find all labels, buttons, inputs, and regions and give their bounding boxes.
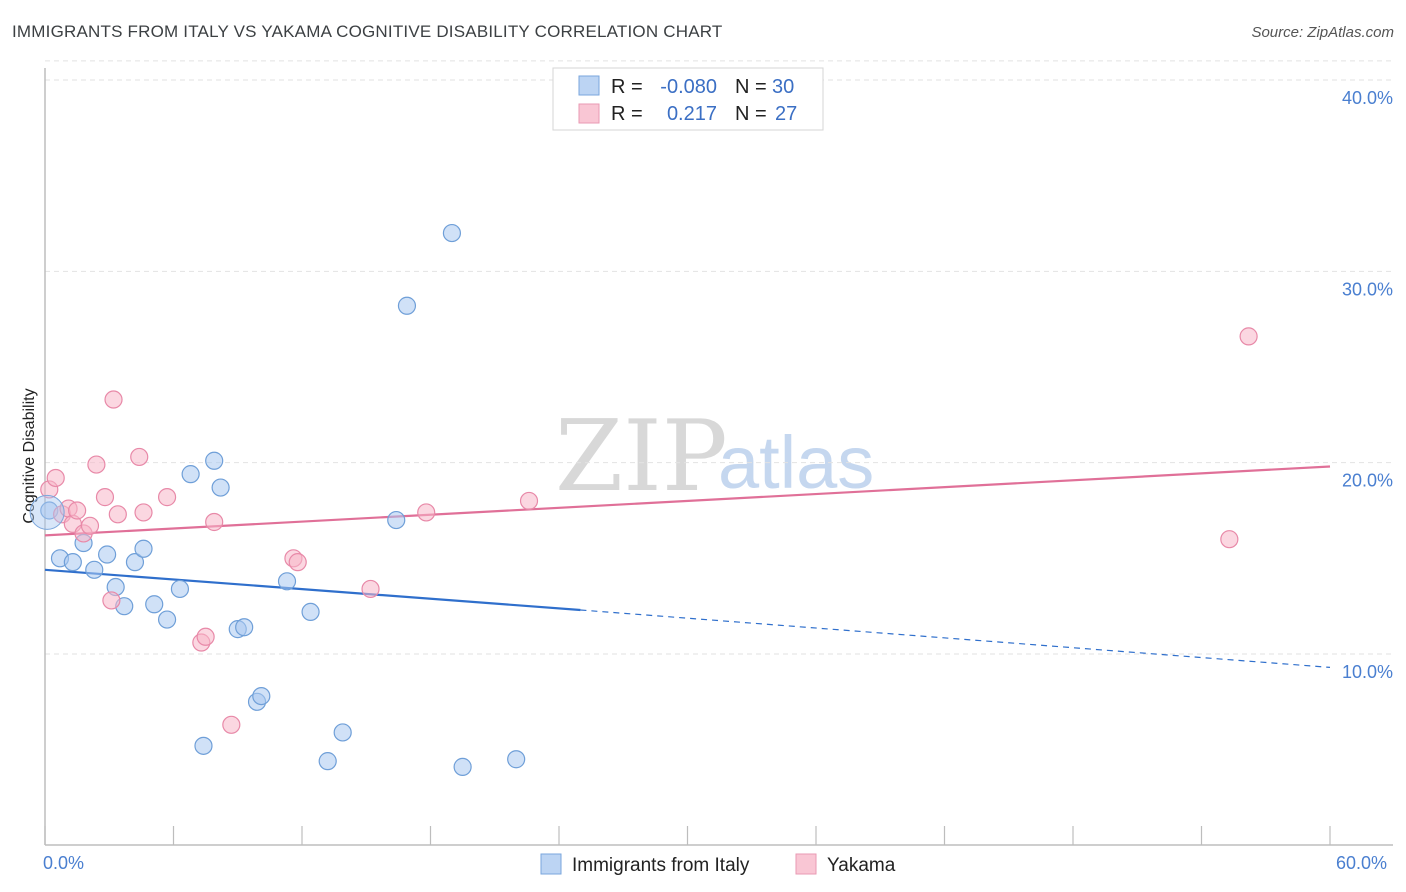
legend-r-value-yakama: 0.217 (667, 103, 717, 125)
point-yakama-23 (417, 503, 436, 522)
point-yakama-19 (222, 715, 241, 734)
series-legend-swatch-italy (540, 853, 562, 875)
point-yakama-12 (108, 505, 127, 524)
trend-line-1 (44, 465, 1331, 537)
point-italy-10 (145, 595, 164, 614)
point-italy-9 (134, 539, 153, 558)
point-yakama-11 (104, 390, 123, 409)
x-tick-label-max: 60.0% (1336, 853, 1387, 873)
x-tick-label-min: 0.0% (43, 853, 84, 873)
point-italy-4 (85, 560, 104, 579)
point-italy-16 (211, 478, 230, 497)
point-yakama-15 (157, 488, 177, 507)
point-italy-24 (333, 723, 352, 742)
series-legend: Immigrants from Italy Yakama (540, 853, 896, 876)
legend-swatch-yakama (578, 103, 600, 124)
point-yakama-24 (519, 491, 539, 511)
point-italy-28 (453, 757, 472, 776)
x-axis-ticks (44, 826, 1331, 845)
point-yakama-26 (1239, 327, 1258, 346)
point-yakama-10 (102, 591, 121, 610)
point-italy-18 (235, 618, 254, 637)
point-italy-8 (125, 553, 145, 572)
gridlines (45, 60, 1393, 655)
point-yakama-17 (196, 627, 215, 646)
point-yakama-9 (95, 488, 115, 507)
data-points (29, 223, 1258, 776)
point-yakama-21 (288, 553, 307, 572)
y-tick-label-30: 30.0% (1342, 279, 1393, 299)
y-tick-label-20: 20.0% (1342, 471, 1393, 491)
point-italy-27 (442, 223, 462, 243)
y-tick-labels: 10.0% 20.0% 30.0% 40.0% (1342, 88, 1393, 682)
y-tick-label-40: 40.0% (1342, 88, 1393, 108)
point-italy-25 (387, 510, 406, 530)
trend-lines (44, 465, 1331, 668)
point-yakama-5 (68, 501, 87, 520)
point-yakama-13 (130, 447, 149, 467)
y-tick-label-10: 10.0% (1342, 662, 1393, 682)
point-italy-20 (252, 686, 271, 706)
series-legend-label-italy: Immigrants from Italy (572, 855, 750, 876)
point-italy-26 (397, 296, 417, 315)
legend-r-label-italy: R = (611, 76, 643, 98)
trend-line-extension-0 (580, 609, 1331, 668)
chart-title: IMMIGRANTS FROM ITALY VS YAKAMA COGNITIV… (12, 22, 723, 41)
watermark-zip: ZIP (555, 400, 728, 514)
trend-line-0 (44, 568, 581, 612)
point-italy-23 (318, 752, 337, 771)
point-italy-5 (98, 545, 117, 564)
legend-n-label-italy: N = (735, 76, 767, 98)
point-italy-21 (277, 572, 297, 591)
point-italy-15 (205, 451, 224, 470)
legend-r-value-italy: -0.080 (660, 76, 717, 98)
point-italy-11 (157, 610, 177, 629)
y-axis-label: Cognitive Disability (21, 388, 38, 523)
legend-n-value-yakama: 27 (775, 103, 797, 125)
point-italy-cluster (29, 494, 65, 530)
legend-r-label-yakama: R = (611, 103, 643, 125)
point-italy-29 (507, 750, 526, 769)
point-yakama-7 (80, 516, 100, 535)
point-italy-13 (181, 465, 200, 484)
chart-source: Source: ZipAtlas.com (1251, 24, 1394, 41)
legend-swatch-italy (578, 75, 600, 96)
point-italy-12 (170, 579, 190, 599)
series-legend-swatch-yakama (795, 853, 817, 875)
point-yakama-8 (87, 455, 106, 474)
point-yakama-1 (46, 468, 65, 488)
point-italy-14 (194, 736, 213, 755)
point-italy-22 (301, 602, 320, 622)
legend-n-label-yakama: N = (735, 103, 767, 125)
point-yakama-22 (361, 579, 380, 599)
point-yakama-18 (205, 512, 224, 532)
point-yakama-25 (1220, 530, 1239, 549)
stats-legend: R = -0.080 N = 30 R = 0.217 N = 27 (552, 67, 824, 131)
series-legend-label-yakama: Yakama (827, 855, 896, 876)
point-italy-2 (63, 553, 82, 572)
point-yakama-14 (134, 503, 153, 522)
legend-n-value-italy: 30 (772, 76, 794, 98)
